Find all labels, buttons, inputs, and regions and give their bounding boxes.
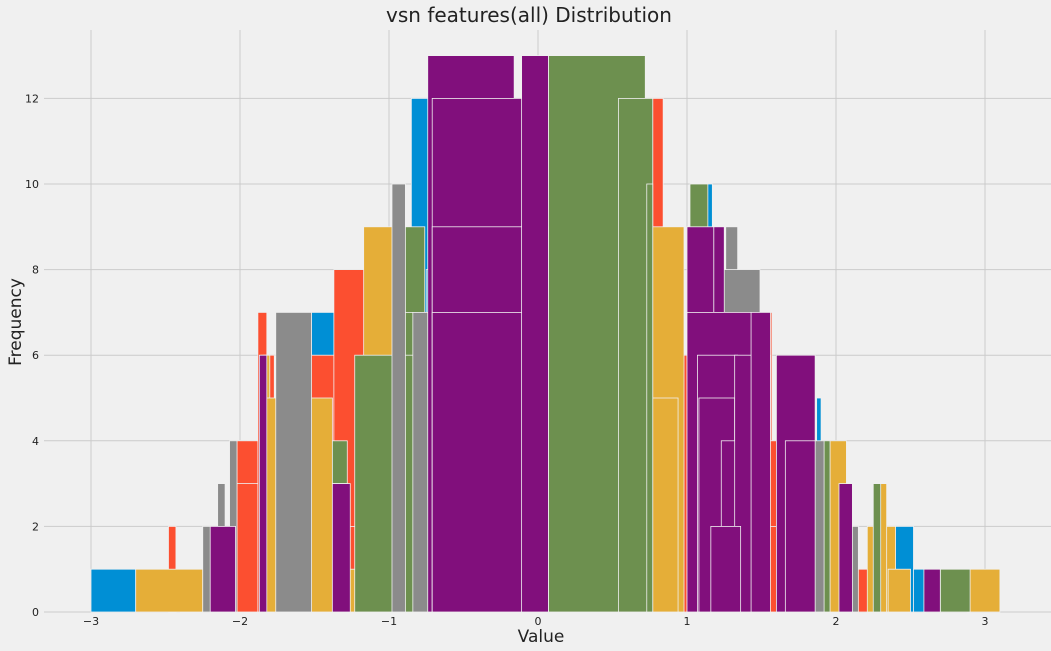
y-tick-label: 4 bbox=[32, 435, 39, 448]
x-tick-label: 1 bbox=[684, 615, 691, 628]
histogram-bar bbox=[391, 183, 406, 613]
histogram-bar bbox=[966, 568, 1001, 613]
histogram-bar bbox=[872, 483, 882, 613]
y-tick-label: 10 bbox=[25, 178, 39, 191]
histogram-bar bbox=[823, 440, 831, 613]
histogram-bar bbox=[784, 440, 816, 613]
histogram-bar bbox=[887, 568, 911, 613]
chart-title: vsn features(all) Distribution bbox=[386, 3, 672, 27]
histogram-bar bbox=[646, 183, 654, 613]
histogram-bar bbox=[838, 483, 853, 613]
histogram-bar bbox=[412, 311, 430, 613]
histogram-bar bbox=[939, 568, 971, 613]
y-tick-label: 8 bbox=[32, 264, 39, 277]
x-tick-label: 3 bbox=[982, 615, 989, 628]
histogram-bar bbox=[521, 55, 549, 613]
histogram-bar bbox=[710, 526, 742, 613]
y-tick-label: 12 bbox=[25, 92, 39, 105]
x-tick-label: 2 bbox=[833, 615, 840, 628]
x-axis-label: Value bbox=[518, 627, 565, 647]
y-axis-label: Frequency bbox=[6, 278, 26, 366]
histogram-bar bbox=[258, 354, 268, 613]
histogram-bar bbox=[275, 311, 312, 613]
histogram-bar bbox=[750, 311, 771, 613]
histogram-bar bbox=[923, 568, 941, 613]
histogram-bar bbox=[331, 483, 351, 613]
x-tick-label: −2 bbox=[232, 615, 248, 628]
y-tick-label: 2 bbox=[32, 520, 39, 533]
histogram-bar bbox=[90, 568, 137, 613]
y-tick-label: 0 bbox=[32, 606, 39, 619]
histogram-bar bbox=[209, 526, 236, 613]
histogram-bar bbox=[135, 568, 204, 613]
x-tick-label: −3 bbox=[83, 615, 99, 628]
histogram-bar bbox=[236, 483, 259, 613]
histogram-bar bbox=[431, 311, 524, 613]
x-tick-label: 0 bbox=[535, 615, 542, 628]
x-tick-label: −1 bbox=[381, 615, 397, 628]
bars bbox=[90, 55, 1001, 613]
y-tick-label: 6 bbox=[32, 349, 39, 362]
y-tick-labels: 0 2 4 6 8 10 12 bbox=[25, 92, 39, 619]
x-tick-labels: −3 −2 −1 0 1 2 3 bbox=[83, 615, 989, 628]
